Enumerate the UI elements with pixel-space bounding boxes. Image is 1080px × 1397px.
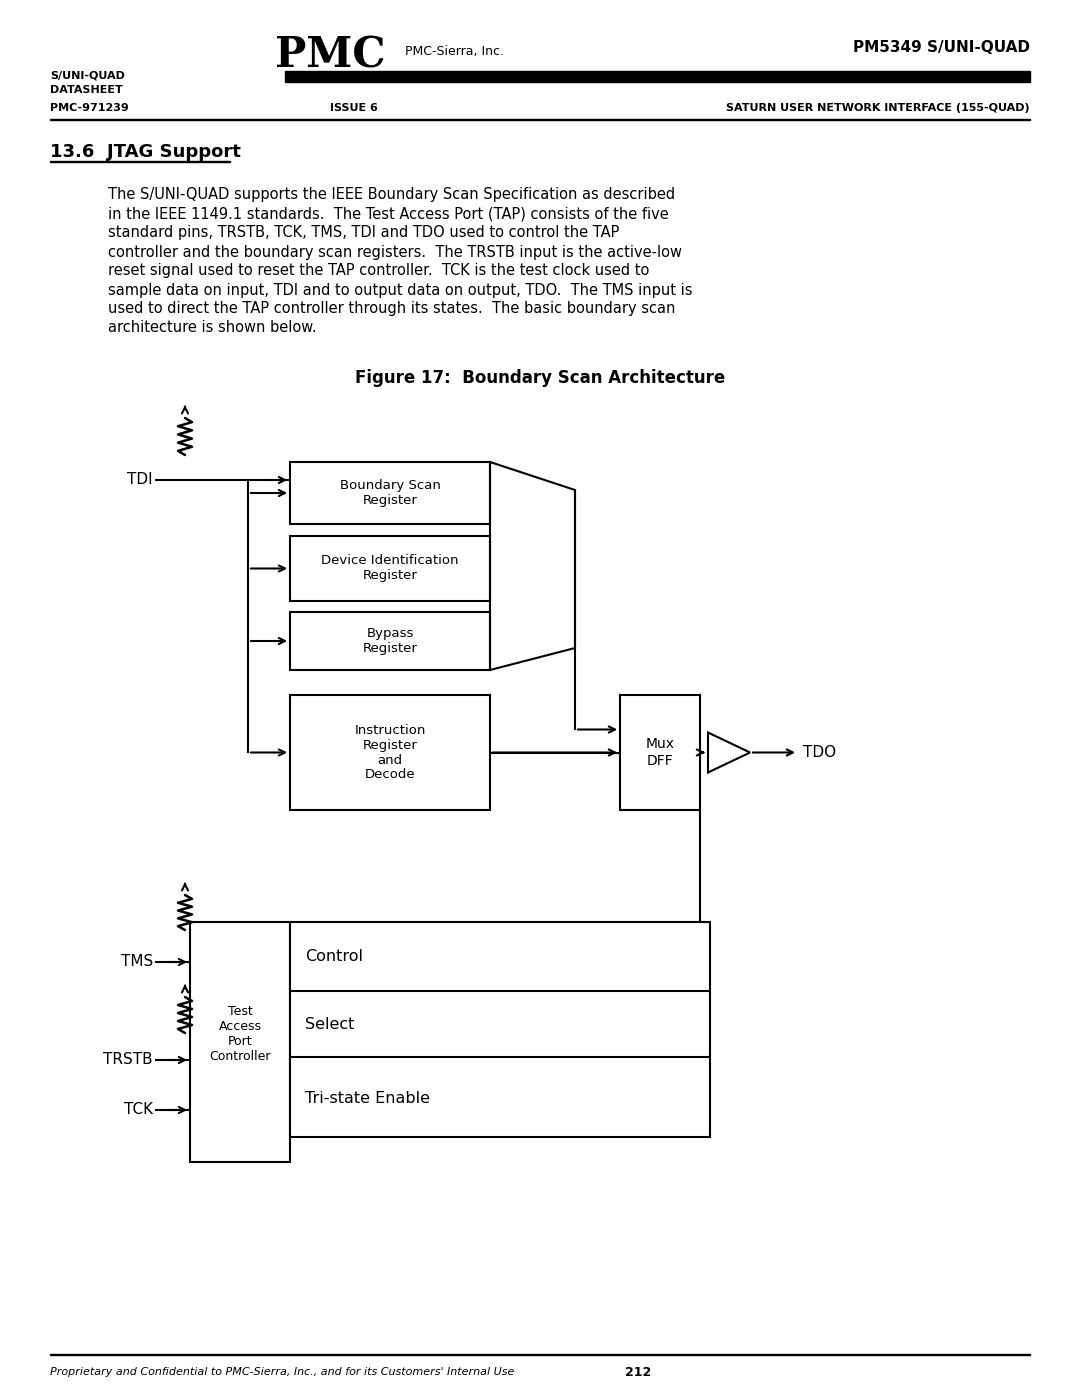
Text: Figure 17:  Boundary Scan Architecture: Figure 17: Boundary Scan Architecture — [355, 369, 725, 387]
Text: TDO: TDO — [804, 745, 836, 760]
Text: S/UNI-QUAD: S/UNI-QUAD — [50, 70, 125, 80]
Bar — [291, 536, 490, 601]
Text: SATURN USER NETWORK INTERFACE (155-QUAD): SATURN USER NETWORK INTERFACE (155-QUAD) — [727, 103, 1030, 113]
Text: TMS: TMS — [121, 954, 153, 970]
Text: PMC-Sierra, Inc.: PMC-Sierra, Inc. — [405, 46, 504, 59]
Bar — [50, 119, 1030, 120]
Bar — [620, 694, 700, 810]
Text: in the IEEE 1149.1 standards.  The Test Access Port (TAP) consists of the five: in the IEEE 1149.1 standards. The Test A… — [108, 207, 669, 222]
Bar — [190, 922, 291, 1162]
Text: reset signal used to reset the TAP controller.  TCK is the test clock used to: reset signal used to reset the TAP contr… — [108, 264, 649, 278]
Text: TCK: TCK — [124, 1102, 153, 1118]
Bar — [291, 694, 490, 810]
Text: standard pins, TRSTB, TCK, TMS, TDI and TDO used to control the TAP: standard pins, TRSTB, TCK, TMS, TDI and … — [108, 225, 619, 240]
Text: PMC: PMC — [274, 34, 386, 75]
Text: DATASHEET: DATASHEET — [50, 85, 123, 95]
Text: sample data on input, TDI and to output data on output, TDO.  The TMS input is: sample data on input, TDI and to output … — [108, 282, 692, 298]
Text: Instruction
Register
and
Decode: Instruction Register and Decode — [354, 724, 426, 781]
Bar — [291, 612, 490, 671]
Text: TDI: TDI — [127, 472, 153, 488]
Text: Control: Control — [305, 949, 363, 964]
Text: architecture is shown below.: architecture is shown below. — [108, 320, 316, 335]
Text: Test
Access
Port
Controller: Test Access Port Controller — [210, 1004, 271, 1063]
Text: The S/UNI-QUAD supports the IEEE Boundary Scan Specification as described: The S/UNI-QUAD supports the IEEE Boundar… — [108, 187, 675, 203]
Bar — [50, 161, 230, 162]
Bar — [291, 922, 710, 1137]
Bar — [285, 71, 1030, 82]
Text: TRSTB: TRSTB — [104, 1052, 153, 1067]
Text: used to direct the TAP controller through its states.  The basic boundary scan: used to direct the TAP controller throug… — [108, 302, 675, 317]
Text: PM5349 S/UNI-QUAD: PM5349 S/UNI-QUAD — [853, 41, 1030, 56]
Text: PMC-971239: PMC-971239 — [50, 103, 129, 113]
Text: 13.6  JTAG Support: 13.6 JTAG Support — [50, 142, 241, 161]
Text: Device Identification
Register: Device Identification Register — [321, 555, 459, 583]
Text: Boundary Scan
Register: Boundary Scan Register — [339, 479, 441, 507]
Text: ISSUE 6: ISSUE 6 — [330, 103, 378, 113]
Text: Select: Select — [305, 1017, 354, 1031]
Text: Proprietary and Confidential to PMC-Sierra, Inc., and for its Customers' Interna: Proprietary and Confidential to PMC-Sier… — [50, 1368, 514, 1377]
Bar — [291, 462, 490, 524]
Text: Mux
DFF: Mux DFF — [646, 738, 675, 767]
Text: Tri-state Enable: Tri-state Enable — [305, 1091, 430, 1106]
Text: 212: 212 — [625, 1365, 651, 1379]
Text: controller and the boundary scan registers.  The TRSTB input is the active-low: controller and the boundary scan registe… — [108, 244, 681, 260]
Text: Bypass
Register: Bypass Register — [363, 627, 418, 655]
